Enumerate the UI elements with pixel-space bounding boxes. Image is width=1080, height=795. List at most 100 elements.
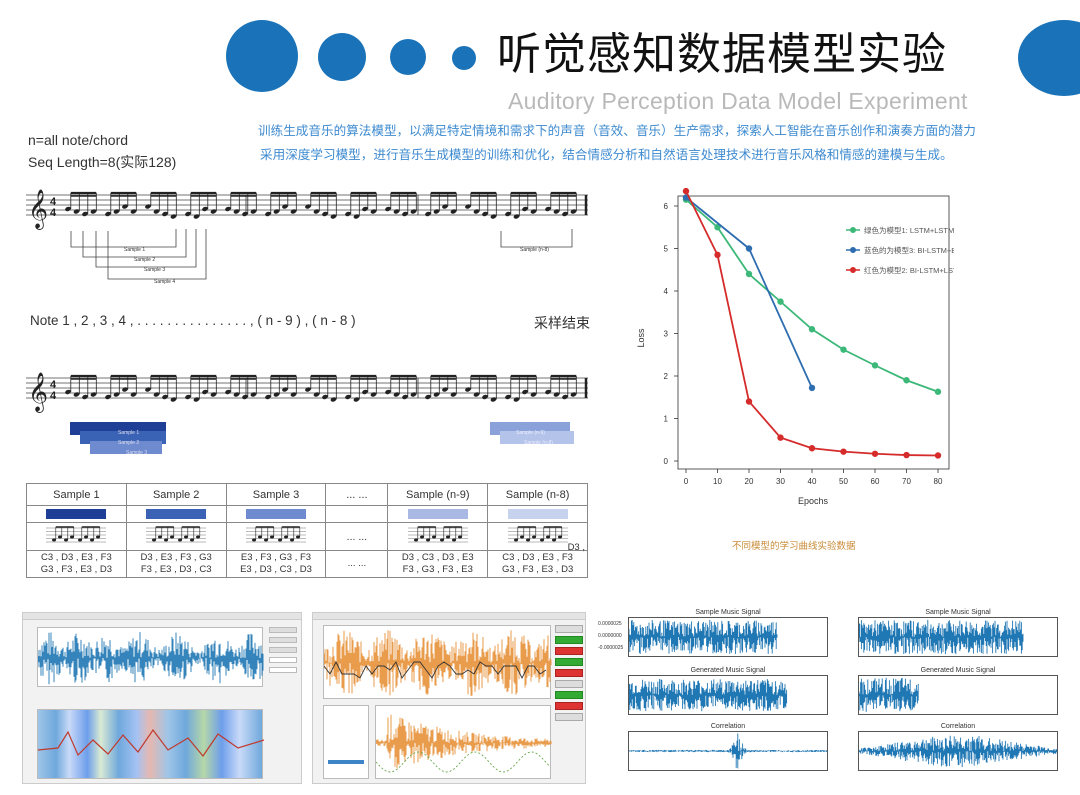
side-button[interactable] xyxy=(555,691,583,699)
side-button[interactable] xyxy=(555,647,583,655)
data-point xyxy=(745,270,753,278)
signal-panel: Correlation xyxy=(858,722,1058,776)
data-point xyxy=(808,384,816,392)
note-head xyxy=(570,209,577,214)
signal-panel-title: Generated Music Signal xyxy=(690,667,766,674)
y-tick-label: 5 xyxy=(664,245,669,254)
note-head xyxy=(385,389,391,395)
side-button[interactable] xyxy=(555,713,583,721)
note-head xyxy=(90,538,95,542)
data-point xyxy=(777,298,784,305)
note-head xyxy=(457,535,462,539)
note-head xyxy=(322,394,328,400)
note-head xyxy=(152,538,157,542)
sine-line xyxy=(375,751,551,773)
side-button[interactable] xyxy=(269,667,297,673)
side-controls xyxy=(555,625,583,775)
note-head xyxy=(482,394,488,400)
x-tick-label: 80 xyxy=(934,477,943,486)
notes-text: ... ... xyxy=(347,558,367,569)
legend-marker xyxy=(850,227,856,233)
side-button[interactable] xyxy=(555,636,583,644)
side-button[interactable] xyxy=(555,625,583,633)
notes-text: G3 , F3 , E3 , D3 xyxy=(501,564,574,575)
side-button[interactable] xyxy=(555,669,583,677)
note-head xyxy=(433,392,440,397)
side-button[interactable] xyxy=(555,658,583,666)
note-head xyxy=(425,211,431,217)
side-button[interactable] xyxy=(269,627,297,633)
y-tick-label: 0 xyxy=(664,457,669,466)
data-point xyxy=(745,245,753,252)
note-head xyxy=(425,394,431,400)
side-button[interactable] xyxy=(555,680,583,688)
signal-grid: Sample Music Signal Sample Music Signal Ge… xyxy=(598,604,1068,790)
side-button[interactable] xyxy=(269,637,297,643)
x-tick-label: 10 xyxy=(713,477,722,486)
signal-plot xyxy=(628,675,828,715)
note-head xyxy=(513,214,520,219)
table-dots-cell: ... ... xyxy=(325,522,389,551)
note-head xyxy=(531,535,536,539)
signal-waveform-icon xyxy=(858,735,1058,768)
note-head xyxy=(362,389,368,395)
table-header-cell: Sample 2 xyxy=(125,483,227,506)
note-head xyxy=(178,538,183,542)
sample-bracket-label: Sample 3 xyxy=(144,267,165,273)
sample-block-2 xyxy=(80,431,166,444)
x-tick-label: 40 xyxy=(808,477,817,486)
note-head xyxy=(82,394,88,400)
note-head xyxy=(233,209,240,214)
x-tick-label: 50 xyxy=(839,477,848,486)
side-button[interactable] xyxy=(555,702,583,710)
note-head xyxy=(362,206,368,212)
side-button[interactable] xyxy=(269,657,297,663)
sample-block-3 xyxy=(90,441,162,454)
note-head xyxy=(202,206,208,212)
header-dot-4 xyxy=(452,46,476,70)
series-lines xyxy=(682,188,942,459)
note-sequence-text: Note 1 , 2 , 3 , 4 , . . . . . . . . . .… xyxy=(30,313,356,328)
signal-panel-title: Sample Music Signal xyxy=(925,609,991,616)
sample-block-label: Sample 3 xyxy=(126,450,147,456)
note-head xyxy=(265,211,271,217)
app-toolbar xyxy=(313,613,585,620)
note-head xyxy=(269,535,274,539)
x-axis: 0 10 20 30 40 50 60 70 80 xyxy=(684,469,943,486)
plot-area xyxy=(677,195,950,470)
list-item[interactable] xyxy=(328,760,364,764)
note-head xyxy=(185,211,191,217)
table-header-row: Sample 1 Sample 2 Sample 3 ... ... Sampl… xyxy=(26,483,588,506)
time-signature-bottom: 4 xyxy=(50,207,57,219)
note-head xyxy=(58,535,63,539)
signal-panel: Generated Music Signal xyxy=(628,666,828,720)
note-head xyxy=(90,209,97,214)
note-head xyxy=(353,214,360,219)
data-point xyxy=(871,362,879,369)
sample-block-label: Sample (n-8) xyxy=(524,440,553,446)
note-head xyxy=(410,209,417,214)
waveform xyxy=(628,733,828,769)
note-head xyxy=(370,392,377,397)
sample-bracket-label: Sample 1 xyxy=(124,247,145,253)
waveform xyxy=(375,714,552,769)
note-head xyxy=(196,535,201,539)
pitch-line xyxy=(323,660,547,680)
app-toolbar xyxy=(23,613,301,620)
signal-waveform-icon xyxy=(628,679,788,712)
header-dot-1 xyxy=(226,20,298,92)
note-head xyxy=(289,538,294,542)
notes-text: G3 , F3 , E3 , D3 xyxy=(40,564,113,575)
seq-length-label: Seq Length=8(实际128) xyxy=(28,154,177,170)
note-head xyxy=(185,394,191,400)
note-head xyxy=(402,394,408,400)
note-head xyxy=(562,211,568,217)
y-axis-label: Loss xyxy=(636,328,646,348)
note-head xyxy=(170,535,175,539)
time-signature-bottom: 4 xyxy=(50,390,57,402)
mini-notes-icon xyxy=(507,526,568,543)
note-head xyxy=(290,392,297,397)
side-button[interactable] xyxy=(269,647,297,653)
note-head xyxy=(445,535,450,539)
color-swatch xyxy=(46,509,107,520)
